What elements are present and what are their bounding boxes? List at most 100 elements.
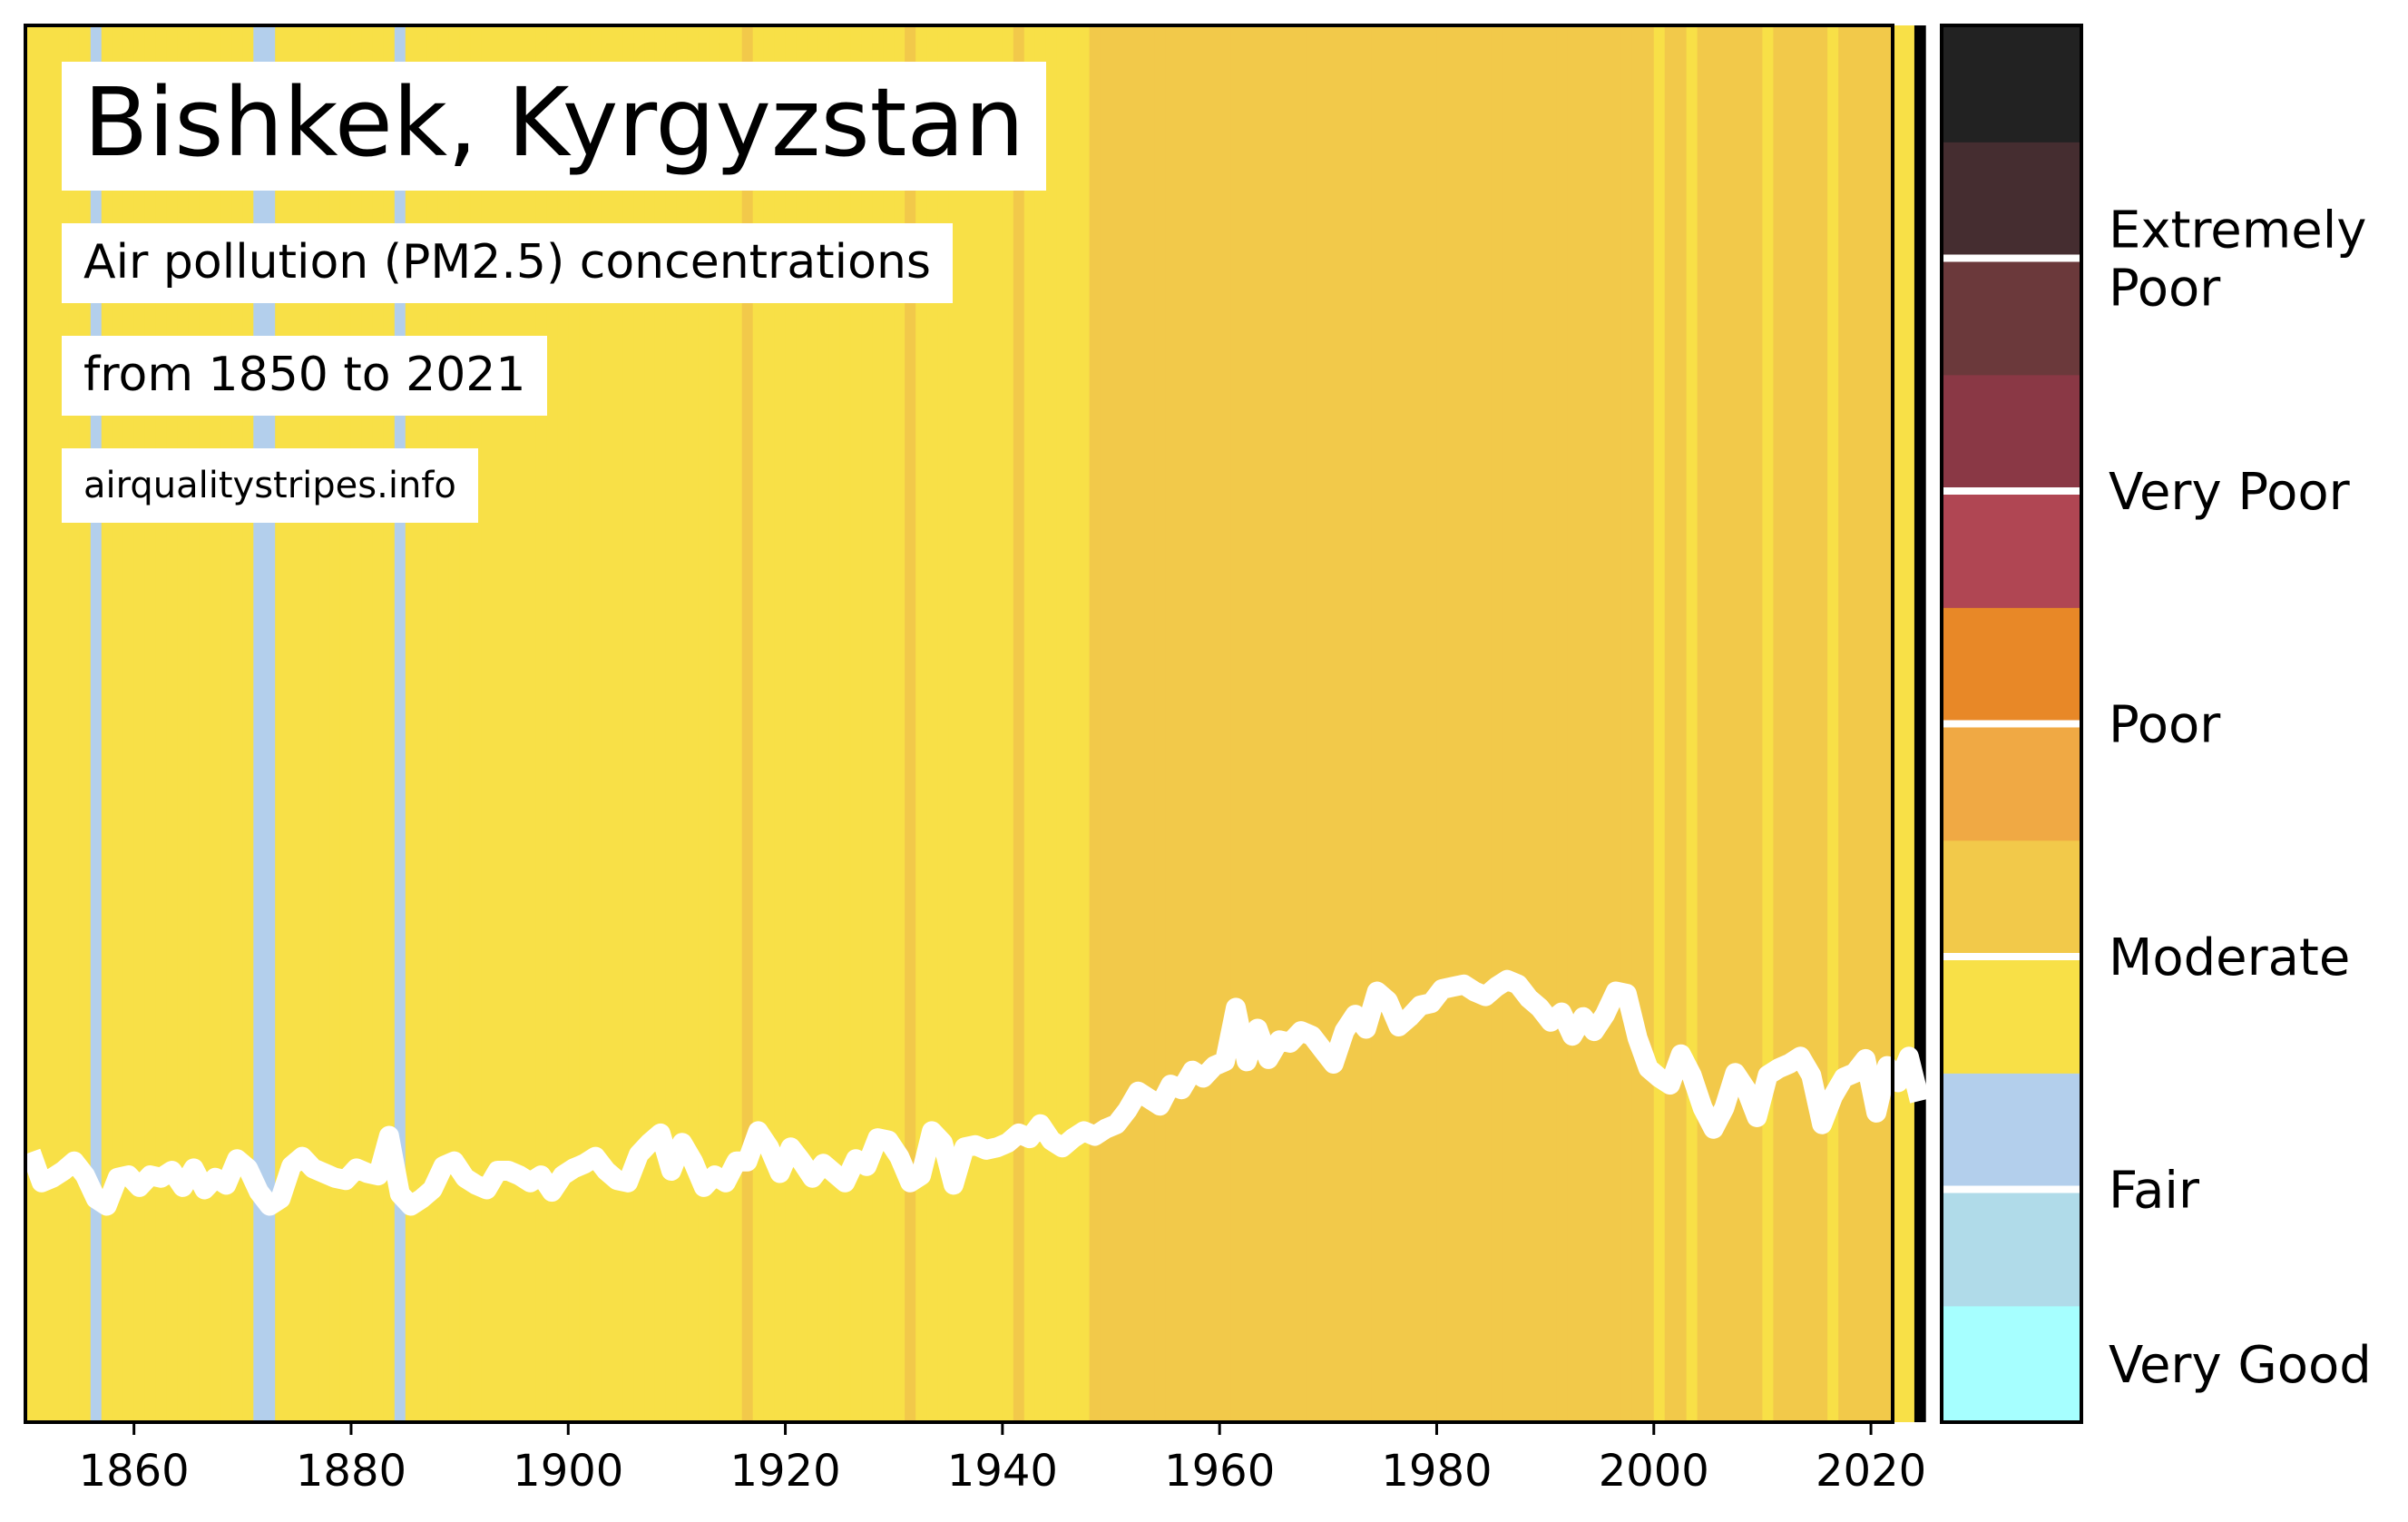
x-tick-label: 1860 xyxy=(79,1446,190,1497)
stripe-1932 xyxy=(915,25,927,1422)
stripe-2001 xyxy=(1664,25,1677,1422)
stripe-1908 xyxy=(654,25,667,1422)
stripe-1926 xyxy=(850,25,863,1422)
stripe-1967 xyxy=(1295,25,1307,1422)
stripe-2002 xyxy=(1675,25,1688,1422)
stripe-1990 xyxy=(1545,25,1557,1422)
stripe-1965 xyxy=(1273,25,1286,1422)
stripe-2014 xyxy=(1806,25,1818,1422)
stripe-1975 xyxy=(1382,25,1395,1422)
stripe-1946 xyxy=(1067,25,1080,1422)
legend-label: Moderate xyxy=(2109,928,2350,987)
stripe-1987 xyxy=(1512,25,1524,1422)
stripe-1928 xyxy=(872,25,885,1422)
stripe-1995 xyxy=(1599,25,1611,1422)
legend-swatch xyxy=(1942,374,2081,492)
x-tick-label: 1880 xyxy=(296,1446,406,1497)
stripe-1966 xyxy=(1284,25,1297,1422)
stripe-1914 xyxy=(719,25,732,1422)
stripe-1973 xyxy=(1360,25,1373,1422)
stripe-1906 xyxy=(633,25,645,1422)
stripe-1959 xyxy=(1209,25,1220,1422)
stripe-1952 xyxy=(1132,25,1145,1422)
plot-frame xyxy=(24,24,1894,1424)
stripe-1984 xyxy=(1480,25,1493,1422)
stripe-1902 xyxy=(590,25,602,1422)
legend-label: Fair xyxy=(2109,1162,2200,1221)
stripe-2013 xyxy=(1795,25,1807,1422)
legend-swatch xyxy=(1942,607,2081,725)
stripe-1971 xyxy=(1338,25,1351,1422)
stripe-2016 xyxy=(1827,25,1839,1422)
stripe-2000 xyxy=(1653,25,1666,1422)
stripe-2018 xyxy=(1849,25,1861,1422)
stripe-1972 xyxy=(1349,25,1362,1422)
pm25-line xyxy=(21,969,1930,1216)
stripe-2011 xyxy=(1773,25,1786,1422)
stripe-1956 xyxy=(1176,25,1189,1422)
stripe-2007 xyxy=(1729,25,1742,1422)
stripe-1979 xyxy=(1425,25,1438,1422)
stripe-2015 xyxy=(1816,25,1829,1422)
legend-label: Poor xyxy=(2109,696,2221,755)
stripe-1978 xyxy=(1414,25,1427,1422)
stripe-1983 xyxy=(1469,25,1482,1422)
stripe-1970 xyxy=(1327,25,1340,1422)
stripe-1850 xyxy=(25,25,37,1422)
x-tick-label: 2000 xyxy=(1599,1446,1709,1497)
stripe-1955 xyxy=(1165,25,1178,1422)
stripe-1940 xyxy=(1002,25,1014,1422)
legend-label: Very Poor xyxy=(2109,463,2351,522)
stripe-1991 xyxy=(1556,25,1568,1422)
stripe-1921 xyxy=(796,25,808,1422)
stripe-1916 xyxy=(741,25,754,1422)
stripe-1852 xyxy=(46,25,59,1422)
stripe-1948 xyxy=(1089,25,1101,1422)
stripe-1918 xyxy=(763,25,776,1422)
stripe-1953 xyxy=(1143,25,1156,1422)
stripe-1982 xyxy=(1458,25,1471,1422)
x-axis: 1860 1880 1900 1920 1940 1960 1980 2000 2020 xyxy=(79,1422,1926,1497)
legend-swatch xyxy=(1942,25,2081,142)
stripe-1927 xyxy=(861,25,874,1422)
x-tick-label: 1920 xyxy=(729,1446,840,1497)
stripe-1988 xyxy=(1523,25,1535,1422)
stripe-2010 xyxy=(1762,25,1775,1422)
stripe-1913 xyxy=(709,25,721,1422)
stripe-1964 xyxy=(1263,25,1275,1422)
legend-swatch xyxy=(1942,491,2081,608)
x-tick-label: 1940 xyxy=(947,1446,1058,1497)
stripe-1912 xyxy=(698,25,710,1422)
stripe-1905 xyxy=(622,25,634,1422)
stripe-1920 xyxy=(785,25,798,1422)
stripe-1947 xyxy=(1078,25,1091,1422)
stripe-1930 xyxy=(894,25,905,1422)
stripe-1980 xyxy=(1436,25,1449,1422)
stripe-1945 xyxy=(1056,25,1069,1422)
stripe-2017 xyxy=(1838,25,1850,1422)
stripe-1951 xyxy=(1121,25,1134,1422)
x-tick-label: 1960 xyxy=(1164,1446,1275,1497)
stripe-1901 xyxy=(579,25,591,1422)
stripe-1911 xyxy=(687,25,700,1422)
chart-title: Bishkek, Kyrgyzstan xyxy=(62,62,1047,191)
stripe-1950 xyxy=(1111,25,1123,1422)
legend-swatch xyxy=(1942,1189,2081,1307)
stripe-2008 xyxy=(1740,25,1753,1422)
stripe-2006 xyxy=(1718,25,1731,1422)
legend-frame xyxy=(1940,24,2083,1424)
stripe-1941 xyxy=(1013,25,1025,1422)
x-tick-label: 2020 xyxy=(1816,1446,1926,1497)
stripe-1998 xyxy=(1631,25,1644,1422)
stripe-1934 xyxy=(937,25,949,1422)
stripe-1996 xyxy=(1610,25,1622,1422)
legend-label: Very Good xyxy=(2109,1336,2372,1395)
legend-swatch xyxy=(1942,723,2081,841)
stripe-2020 xyxy=(1871,25,1883,1422)
stripe-2004 xyxy=(1697,25,1709,1422)
stripe-2024 xyxy=(1914,25,1926,1422)
stripe-1923 xyxy=(817,25,830,1422)
stripe-1938 xyxy=(980,25,993,1422)
stripe-1981 xyxy=(1447,25,1460,1422)
stripe-1909 xyxy=(665,25,678,1422)
